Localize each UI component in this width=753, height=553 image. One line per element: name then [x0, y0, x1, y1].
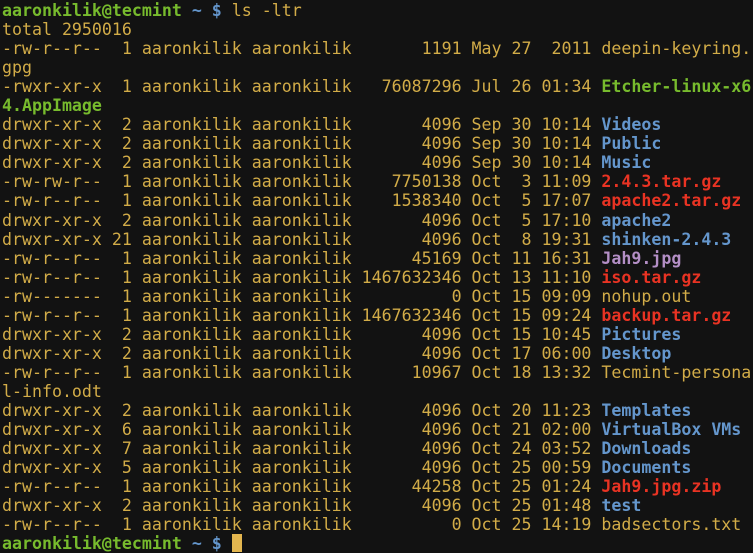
- file-meta: -rw-r--r-- 1 aaronkilik aaronkilik 1191 …: [2, 39, 602, 59]
- prompt-user-host: aaronkilik@tecmint: [2, 1, 182, 20]
- file-meta: drwxr-xr-x 5 aaronkilik aaronkilik 4096 …: [2, 458, 602, 478]
- file-name: backup.tar.gz: [601, 305, 732, 325]
- file-name: Music: [601, 153, 652, 173]
- terminal-line: -rw-r--r-- 1 aaronkilik aaronkilik 45169…: [2, 249, 753, 268]
- terminal-line: -rw-rw-r-- 1 aaronkilik aaronkilik 77501…: [2, 172, 753, 191]
- file-meta: -rw------- 1 aaronkilik aaronkilik 0 Oct…: [2, 286, 602, 306]
- terminal-line: drwxr-xr-x 2 aaronkilik aaronkilik 4096 …: [2, 325, 753, 344]
- terminal-cursor: [231, 534, 242, 553]
- terminal-line: -rw-r--r-- 1 aaronkilik aaronkilik 14676…: [2, 306, 753, 325]
- output-total: total 2950016: [2, 20, 132, 40]
- terminal-line: drwxr-xr-x 21 aaronkilik aaronkilik 4096…: [2, 230, 753, 249]
- file-name: Etcher-linux-x6: [601, 77, 752, 97]
- terminal-line: -rw-r--r-- 1 aaronkilik aaronkilik 0 Oct…: [2, 515, 753, 534]
- file-meta: -rw-r--r-- 1 aaronkilik aaronkilik 14676…: [2, 305, 602, 325]
- file-name: Pictures: [601, 324, 682, 344]
- file-name: Jah9.jpg: [601, 248, 682, 268]
- file-name: iso.tar.gz: [601, 267, 702, 287]
- file-name: Videos: [601, 115, 662, 135]
- file-meta: -rw-rw-r-- 1 aaronkilik aaronkilik 77501…: [2, 172, 602, 192]
- file-name: apache2: [601, 210, 672, 230]
- prompt-user-host: aaronkilik@tecmint: [2, 534, 182, 553]
- terminal-line: -rw-r--r-- 1 aaronkilik aaronkilik 44258…: [2, 477, 753, 496]
- file-meta: drwxr-xr-x 2 aaronkilik aaronkilik 4096 …: [2, 343, 602, 363]
- terminal-line: -rw-r--r-- 1 aaronkilik aaronkilik 10967…: [2, 363, 753, 382]
- file-meta: -rw-r--r-- 1 aaronkilik aaronkilik 0 Oct…: [2, 515, 602, 535]
- terminal-line: aaronkilik@tecmint ~ $ ls -ltr: [2, 1, 753, 20]
- terminal-line: -rw-r--r-- 1 aaronkilik aaronkilik 1191 …: [2, 39, 753, 58]
- file-name: 2.4.3.tar.gz: [601, 172, 722, 192]
- terminal-line: drwxr-xr-x 2 aaronkilik aaronkilik 4096 …: [2, 153, 753, 172]
- file-meta: -rw-r--r-- 1 aaronkilik aaronkilik 44258…: [2, 477, 602, 497]
- terminal-line: l-info.odt: [2, 382, 753, 401]
- terminal-line: drwxr-xr-x 6 aaronkilik aaronkilik 4096 …: [2, 420, 753, 439]
- file-meta: drwxr-xr-x 6 aaronkilik aaronkilik 4096 …: [2, 420, 602, 440]
- file-name: badsectors.txt: [601, 515, 742, 535]
- terminal-line: gpg: [2, 58, 753, 77]
- terminal-line: aaronkilik@tecmint ~ $: [2, 534, 753, 553]
- file-name: Downloads: [601, 439, 692, 459]
- file-meta: -rw-r--r-- 1 aaronkilik aaronkilik 10967…: [2, 362, 602, 382]
- file-name: apache2.tar.gz: [601, 191, 742, 211]
- prompt-path: ~ $: [181, 1, 232, 20]
- file-name-wrap: gpg: [2, 58, 32, 78]
- file-name: Jah9.jpg.zip: [601, 477, 722, 497]
- file-meta: -rw-r--r-- 1 aaronkilik aaronkilik 15383…: [2, 191, 602, 211]
- terminal-line: drwxr-xr-x 2 aaronkilik aaronkilik 4096 …: [2, 496, 753, 515]
- file-meta: drwxr-xr-x 2 aaronkilik aaronkilik 4096 …: [2, 115, 602, 135]
- prompt-path: ~ $: [181, 534, 232, 553]
- file-meta: -rw-r--r-- 1 aaronkilik aaronkilik 14676…: [2, 267, 602, 287]
- file-meta: drwxr-xr-x 2 aaronkilik aaronkilik 4096 …: [2, 134, 602, 154]
- file-name: Tecmint-persona: [601, 362, 752, 382]
- terminal-line: drwxr-xr-x 5 aaronkilik aaronkilik 4096 …: [2, 458, 753, 477]
- file-meta: drwxr-xr-x 7 aaronkilik aaronkilik 4096 …: [2, 439, 602, 459]
- file-name: VirtualBox VMs: [601, 420, 742, 440]
- terminal-line: -rw-r--r-- 1 aaronkilik aaronkilik 14676…: [2, 268, 753, 287]
- terminal-line: -rw-r--r-- 1 aaronkilik aaronkilik 15383…: [2, 191, 753, 210]
- file-name-wrap: l-info.odt: [2, 381, 102, 401]
- terminal-line: -rw------- 1 aaronkilik aaronkilik 0 Oct…: [2, 287, 753, 306]
- file-name: nohup.out: [601, 286, 692, 306]
- terminal-line: -rwxr-xr-x 1 aaronkilik aaronkilik 76087…: [2, 77, 753, 96]
- terminal-line: drwxr-xr-x 7 aaronkilik aaronkilik 4096 …: [2, 439, 753, 458]
- file-meta: drwxr-xr-x 2 aaronkilik aaronkilik 4096 …: [2, 400, 602, 420]
- terminal-line: total 2950016: [2, 20, 753, 39]
- file-name: shinken-2.4.3: [601, 229, 732, 249]
- file-meta: -rwxr-xr-x 1 aaronkilik aaronkilik 76087…: [2, 77, 602, 97]
- file-meta: drwxr-xr-x 2 aaronkilik aaronkilik 4096 …: [2, 210, 602, 230]
- file-name: Desktop: [601, 343, 672, 363]
- terminal-line: drwxr-xr-x 2 aaronkilik aaronkilik 4096 …: [2, 115, 753, 134]
- command-text: ls -ltr: [231, 1, 302, 20]
- terminal-line: 4.AppImage: [2, 96, 753, 115]
- terminal-line: drwxr-xr-x 2 aaronkilik aaronkilik 4096 …: [2, 134, 753, 153]
- terminal-line: drwxr-xr-x 2 aaronkilik aaronkilik 4096 …: [2, 211, 753, 230]
- file-name: Templates: [601, 400, 692, 420]
- file-meta: drwxr-xr-x 2 aaronkilik aaronkilik 4096 …: [2, 324, 602, 344]
- terminal-line: drwxr-xr-x 2 aaronkilik aaronkilik 4096 …: [2, 401, 753, 420]
- file-meta: -rw-r--r-- 1 aaronkilik aaronkilik 45169…: [2, 248, 602, 268]
- file-name: Documents: [601, 458, 692, 478]
- file-name: test: [601, 496, 642, 516]
- file-meta: drwxr-xr-x 2 aaronkilik aaronkilik 4096 …: [2, 153, 602, 173]
- file-meta: drwxr-xr-x 21 aaronkilik aaronkilik 4096…: [2, 229, 602, 249]
- file-name-wrap: 4.AppImage: [2, 96, 102, 116]
- file-name: Public: [601, 134, 662, 154]
- file-name: deepin-keyring.: [601, 39, 752, 59]
- terminal-line: drwxr-xr-x 2 aaronkilik aaronkilik 4096 …: [2, 344, 753, 363]
- file-meta: drwxr-xr-x 2 aaronkilik aaronkilik 4096 …: [2, 496, 602, 516]
